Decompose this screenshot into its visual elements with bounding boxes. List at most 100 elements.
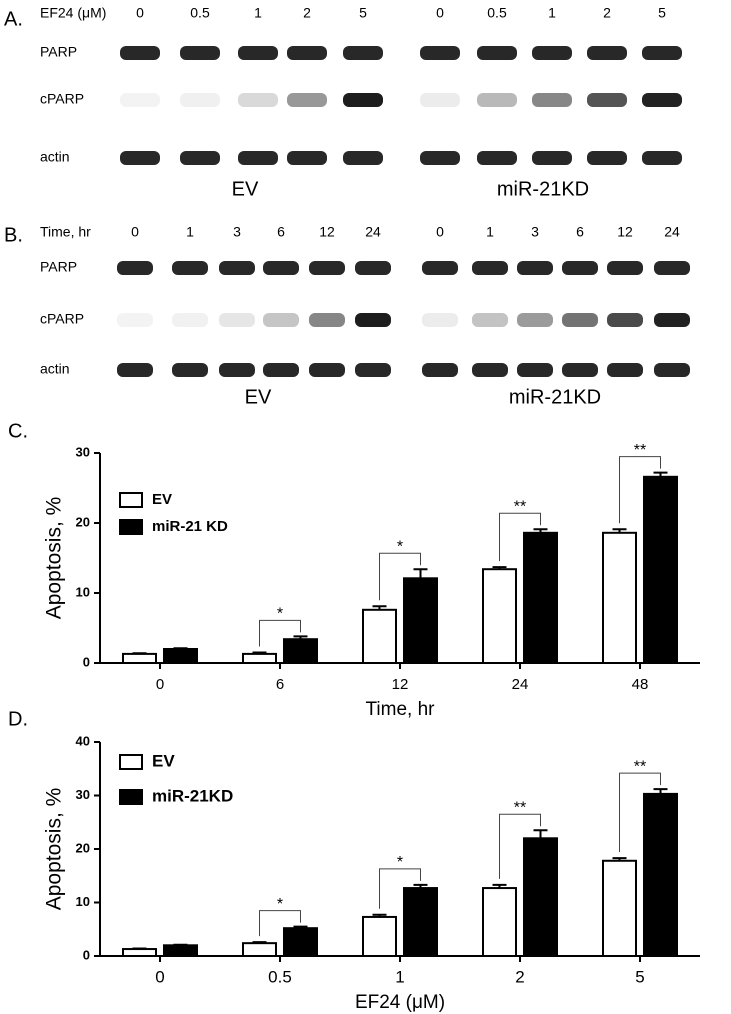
blot-band: [607, 313, 643, 327]
lane-label: 5: [658, 5, 666, 21]
lane-label: 12: [319, 224, 335, 240]
blot-band: [309, 363, 345, 377]
x-tick-label: 5: [635, 967, 644, 986]
blot-band: [263, 363, 299, 377]
error-bar: [173, 647, 188, 650]
lane-label: 2: [603, 5, 611, 21]
blot-band: [120, 46, 160, 60]
bar: [482, 568, 517, 665]
blot-band: [472, 363, 508, 377]
x-tick-label: 1: [395, 967, 404, 986]
y-tick-label: 10: [76, 584, 90, 599]
blot-band: [180, 46, 220, 60]
blot-band: [607, 261, 643, 275]
y-tick-label: 0: [83, 947, 90, 962]
error-bar: [413, 883, 428, 889]
bar: [403, 577, 438, 664]
lane-label: 24: [365, 224, 381, 240]
blot-band: [562, 261, 598, 275]
row-label: PARP: [40, 44, 77, 60]
bar: [362, 608, 397, 664]
y-axis-label: Apoptosis, %: [43, 788, 66, 911]
x-axis-label: Time, hr: [366, 699, 436, 720]
error-bar: [293, 635, 308, 640]
lane-label: 24: [664, 224, 680, 240]
legend-swatch: [119, 789, 143, 805]
lane-label: 1: [186, 224, 194, 240]
lane-label: 0: [436, 224, 444, 240]
lane-label: 1: [254, 5, 262, 21]
blot-band: [532, 93, 572, 107]
blot-band: [654, 313, 690, 327]
significance-bracket: [379, 868, 421, 909]
error-bar: [413, 568, 428, 579]
x-tick-label: 24: [512, 676, 529, 693]
bar: [242, 942, 277, 957]
x-tick-label: 0.5: [268, 967, 292, 986]
bar: [602, 531, 637, 664]
error-bar: [612, 857, 627, 861]
blot-band: [117, 261, 153, 275]
blot-band: [355, 363, 391, 377]
legend-label: EV: [152, 751, 175, 770]
significance-label: *: [277, 896, 283, 913]
x-tick-label: 0: [155, 967, 164, 986]
blot-band: [420, 46, 460, 60]
bar: [643, 475, 678, 664]
blot-band: [654, 363, 690, 377]
bar: [163, 648, 198, 664]
blot-band: [238, 151, 278, 165]
significance-label: **: [634, 442, 646, 459]
blot-band: [562, 363, 598, 377]
blot-band: [309, 261, 345, 275]
blot-band: [120, 93, 160, 107]
blot-band: [343, 151, 383, 165]
x-tick-label: 12: [392, 676, 409, 693]
lane-label: 0.5: [487, 5, 507, 21]
significance-label: **: [514, 499, 526, 516]
blot-band: [477, 151, 517, 165]
blot-band: [355, 313, 391, 327]
lane-header: Time, hr: [40, 224, 91, 240]
x-tick-label: 48: [632, 676, 649, 693]
blot-band: [532, 46, 572, 60]
blot-band: [263, 313, 299, 327]
blot-band: [180, 151, 220, 165]
row-label: cPARP: [40, 311, 84, 327]
blot-band: [587, 151, 627, 165]
bar: [403, 887, 438, 957]
blot-band: [642, 46, 682, 60]
y-tick-label: 40: [76, 733, 90, 748]
blot-band: [343, 93, 383, 107]
y-tick-label: 0: [83, 654, 90, 669]
legend-label: miR-21KD: [152, 786, 233, 805]
blot-band: [477, 46, 517, 60]
blot-band: [422, 363, 458, 377]
lane-header: EF24 (μM): [40, 5, 106, 21]
blot-band: [517, 363, 553, 377]
x-axis-label: EF24 (μM): [355, 992, 445, 1013]
blot-band: [642, 93, 682, 107]
blot-band: [607, 363, 643, 377]
blot-band: [420, 93, 460, 107]
blot-band: [420, 151, 460, 165]
lane-label: 3: [233, 224, 241, 240]
blot-band: [172, 261, 208, 275]
error-bar: [252, 651, 267, 654]
significance-bracket: [499, 813, 541, 879]
error-bar: [492, 883, 507, 889]
y-tick-label: 10: [76, 894, 90, 909]
bar: [283, 927, 318, 957]
error-bar: [492, 566, 507, 570]
blot-band: [287, 151, 327, 165]
blot-band: [309, 313, 345, 327]
blot-band: [219, 313, 255, 327]
blot-band: [172, 363, 208, 377]
blot-band: [238, 46, 278, 60]
blot-band: [238, 93, 278, 107]
error-bar: [533, 829, 548, 839]
significance-bracket: [619, 772, 661, 853]
lane-label: 5: [359, 5, 367, 21]
blot-band: [422, 261, 458, 275]
panel-label: B.: [4, 224, 23, 246]
